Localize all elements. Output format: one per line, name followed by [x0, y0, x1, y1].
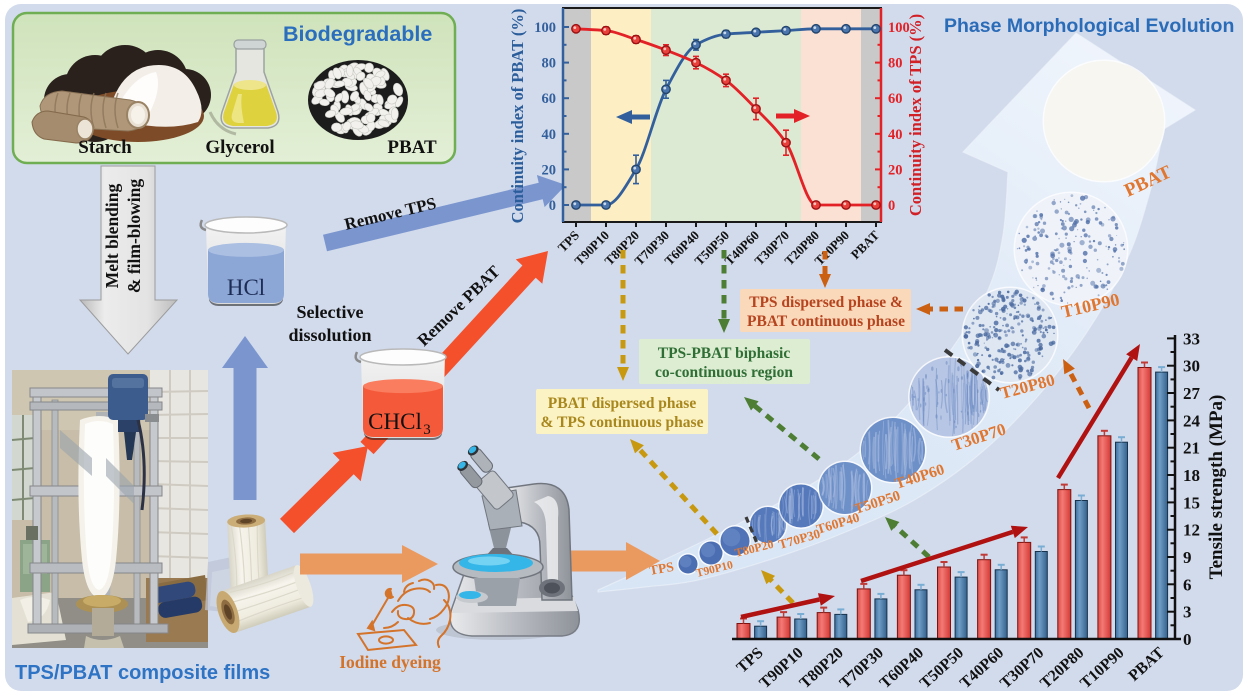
svg-text:3: 3	[423, 422, 431, 438]
svg-text:20: 20	[888, 162, 903, 178]
svg-text:30: 30	[1183, 357, 1200, 376]
svg-text:PBAT dispersed phase: PBAT dispersed phase	[548, 395, 697, 412]
svg-text:100: 100	[534, 20, 556, 36]
svg-text:27: 27	[1183, 384, 1201, 403]
svg-text:9: 9	[1183, 548, 1192, 567]
svg-text:Phase Morphological Evolution: Phase Morphological Evolution	[944, 15, 1234, 37]
svg-text:18: 18	[1183, 466, 1200, 485]
svg-text:TPS/PBAT composite films: TPS/PBAT composite films	[15, 662, 270, 684]
svg-text:Selective: Selective	[297, 302, 364, 322]
svg-text:40: 40	[542, 127, 557, 143]
svg-text:Biodegradable: Biodegradable	[283, 22, 432, 46]
svg-text:15: 15	[1183, 493, 1200, 512]
svg-text:co-continuous region: co-continuous region	[655, 364, 793, 381]
svg-text:24: 24	[1183, 411, 1201, 430]
svg-text:0: 0	[888, 198, 895, 214]
svg-text:Glycerol: Glycerol	[205, 137, 274, 158]
svg-text:0: 0	[549, 198, 556, 214]
svg-text:dissolution: dissolution	[288, 325, 371, 345]
svg-text:60: 60	[888, 91, 903, 107]
svg-text:21: 21	[1183, 439, 1200, 458]
svg-text:HCl: HCl	[227, 275, 265, 300]
svg-text:80: 80	[542, 56, 557, 72]
svg-text:0: 0	[1183, 630, 1192, 649]
svg-text:Tensile strength (MPa): Tensile strength (MPa)	[1206, 395, 1227, 580]
svg-text:33: 33	[1183, 329, 1200, 348]
svg-text:60: 60	[542, 91, 557, 107]
svg-text:TPS dispersed phase &: TPS dispersed phase &	[749, 294, 903, 311]
svg-text:CHCl: CHCl	[368, 409, 422, 434]
svg-text:3: 3	[1183, 603, 1192, 622]
svg-text:Melt blending: Melt blending	[102, 183, 122, 288]
svg-text:& film-blowing: & film-blowing	[124, 179, 144, 293]
svg-text:TPS-PBAT biphasic: TPS-PBAT biphasic	[658, 345, 791, 362]
svg-text:100: 100	[888, 20, 910, 36]
svg-text:6: 6	[1183, 575, 1192, 594]
svg-text:PBAT continuous phase: PBAT continuous phase	[747, 313, 905, 330]
svg-text:PBAT: PBAT	[387, 137, 437, 158]
svg-text:Iodine dyeing: Iodine dyeing	[339, 652, 441, 672]
svg-text:Continuity index of PBAT (%): Continuity index of PBAT (%)	[508, 9, 527, 224]
svg-text:80: 80	[888, 56, 903, 72]
svg-text:12: 12	[1183, 521, 1200, 540]
svg-text:20: 20	[542, 162, 557, 178]
svg-text:Continuity index of TPS (%): Continuity index of TPS (%)	[906, 14, 925, 216]
svg-text:& TPS continuous phase: & TPS continuous phase	[541, 414, 704, 431]
svg-text:Starch: Starch	[78, 137, 132, 158]
svg-text:40: 40	[888, 127, 903, 143]
